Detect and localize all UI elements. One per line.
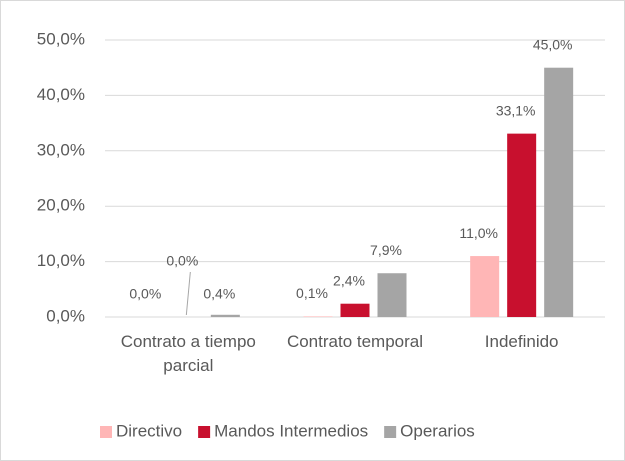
x-tick-label: Contrato a tiempo parcial [120,332,256,375]
x-tick-label: Indefinido [484,332,559,351]
bar [340,303,370,317]
bar [470,256,500,317]
data-label: 0,0% [129,286,161,302]
leader-line [185,271,191,316]
bar [210,314,240,317]
bar [544,67,574,317]
legend-label: Mandos Intermedios [214,421,368,440]
bar [377,273,407,317]
legend-label: Directivo [116,421,182,440]
legend-swatch [198,426,211,438]
x-tick-label: Contrato temporal [286,332,424,351]
data-label: 45,0% [533,36,573,52]
legend-label: Operarios [400,421,475,440]
data-label: 33,1% [496,102,536,118]
y-tick-label: 50,0% [37,29,85,48]
legend-swatch [384,426,397,438]
y-tick-label: 40,0% [37,85,85,104]
data-label: 7,9% [370,242,402,258]
y-tick-label: 30,0% [37,140,85,159]
data-label: 0,0% [166,253,198,269]
y-tick-label: 20,0% [37,196,85,215]
y-tick-label: 10,0% [37,251,85,270]
bar [507,133,537,317]
data-label: 2,4% [333,272,365,288]
y-tick-label: 0,0% [46,306,85,325]
data-label: 11,0% [459,225,498,241]
legend-swatch [100,426,112,438]
bar [303,316,333,317]
data-label: 0,4% [203,286,235,302]
data-label: 0,1% [296,285,328,301]
